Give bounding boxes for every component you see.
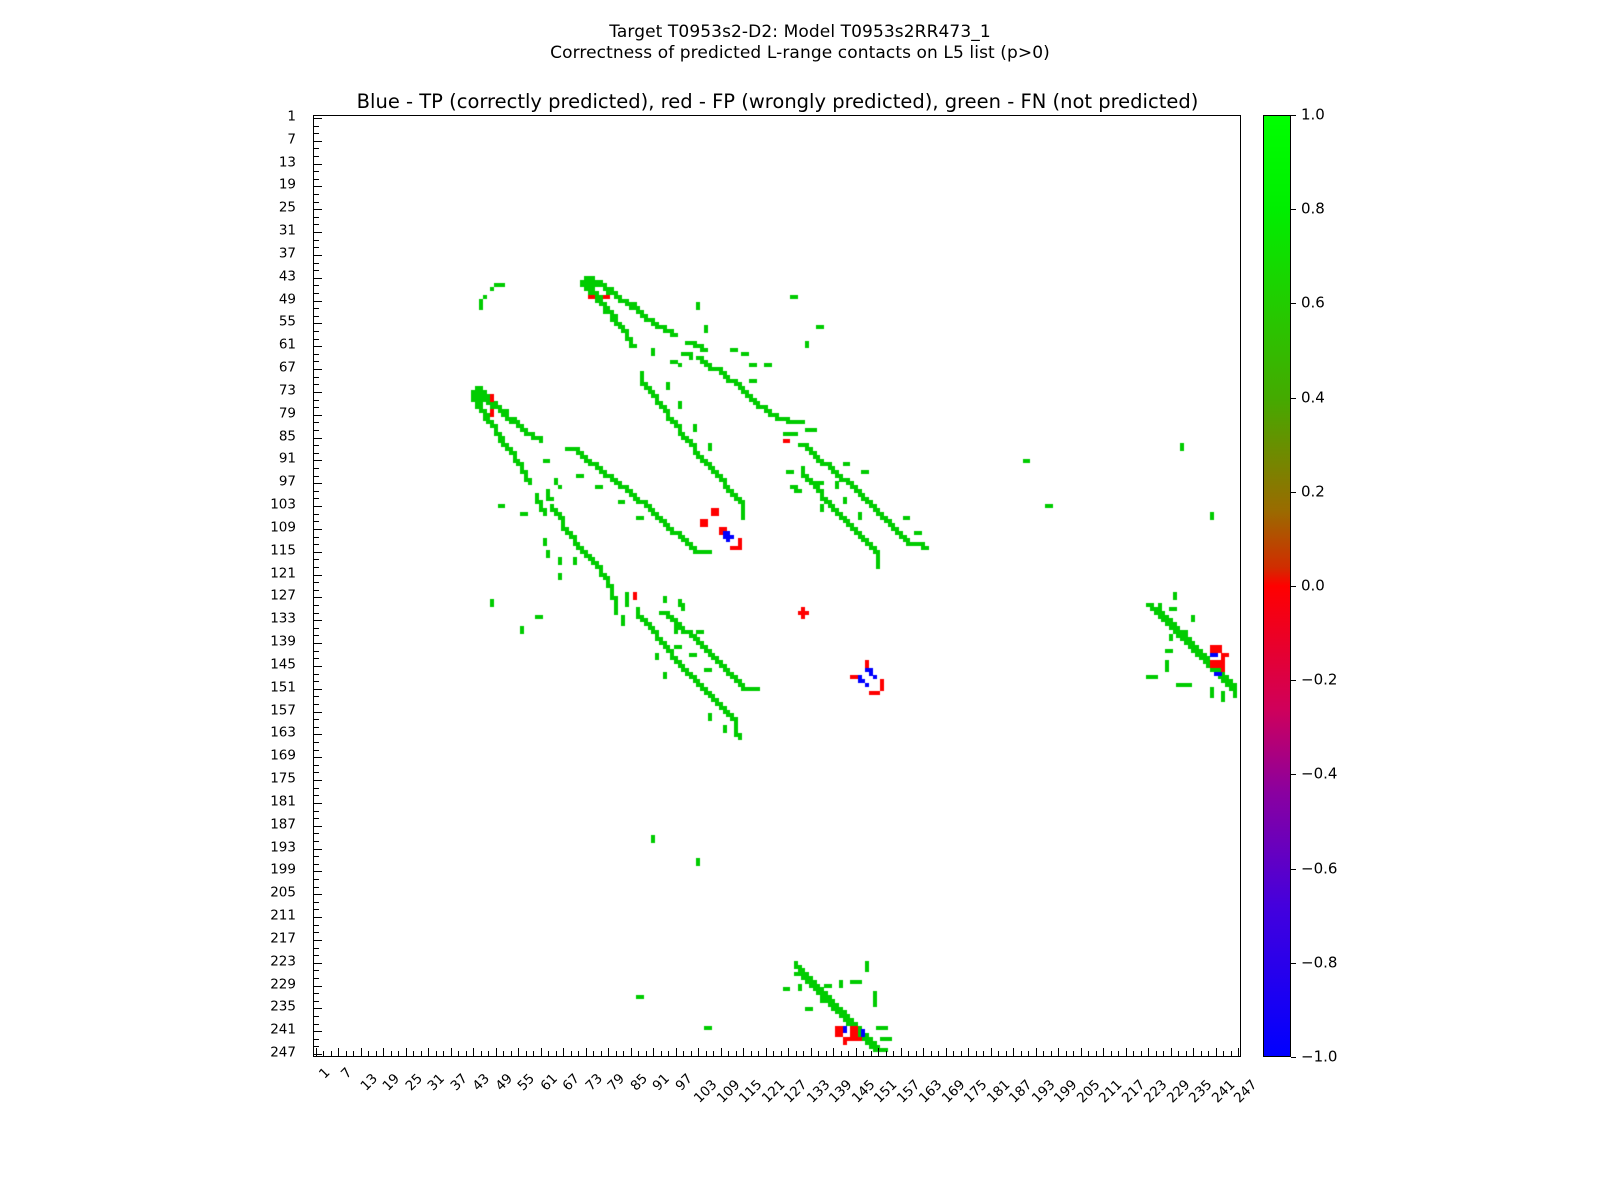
colorbar-tick-label: −0.2 <box>1301 670 1338 689</box>
y-axis-tick-label: 187 <box>270 816 296 832</box>
y-axis-tick-label: 91 <box>278 450 296 467</box>
y-axis-tick-label: 85 <box>278 427 296 444</box>
chart-title-line2: Correctness of predicted L-range contact… <box>550 43 1050 63</box>
y-axis-tick-label: 151 <box>270 679 296 695</box>
colorbar-tick-mark <box>1291 868 1296 870</box>
x-axis-tick-label: 61 <box>537 1070 561 1095</box>
colorbar-tick-mark <box>1291 491 1296 493</box>
y-axis-tick-label: 157 <box>270 701 296 718</box>
y-axis-tick-label: 109 <box>270 519 296 536</box>
y-axis-tick-label: 97 <box>278 473 296 490</box>
y-axis-tick-label: 223 <box>270 953 296 969</box>
x-axis-tick-label: 13 <box>357 1070 381 1095</box>
x-axis-tick-label: 247 <box>1231 1076 1261 1107</box>
colorbar-tick-label: 0.8 <box>1301 199 1325 218</box>
x-axis-tick-label: 1 <box>315 1064 334 1083</box>
y-axis-tick-label: 241 <box>270 1021 296 1038</box>
colorbar-tick-label: 0.6 <box>1301 293 1325 312</box>
x-axis-tick-label: 19 <box>379 1070 404 1095</box>
y-axis-tick-label: 103 <box>270 496 296 513</box>
colorbar-gradient <box>1263 115 1291 1057</box>
x-axis-tick-label: 7 <box>338 1064 356 1083</box>
y-axis-tick-label: 61 <box>278 336 296 353</box>
y-axis-tick-label: 229 <box>270 975 296 992</box>
y-axis-tick-label: 13 <box>278 153 296 170</box>
x-axis-tick-label: 31 <box>424 1070 449 1095</box>
colorbar-tick-label: −0.8 <box>1301 953 1338 972</box>
colorbar-tick-label: 0.2 <box>1301 482 1325 501</box>
y-axis-tick-label: 199 <box>270 861 296 878</box>
y-axis-tick-label: 181 <box>270 793 296 810</box>
colorbar-tick-mark <box>1291 962 1296 964</box>
chart-legend-subtitle: Blue - TP (correctly predicted), red - F… <box>356 90 1199 113</box>
colorbar-tick-mark <box>1291 209 1296 211</box>
y-axis-tick-label: 67 <box>278 359 296 376</box>
x-axis-tick-label: 37 <box>447 1070 471 1095</box>
y-axis-tick-label: 139 <box>270 633 296 650</box>
colorbar-tick-label: −0.4 <box>1301 764 1338 783</box>
colorbar-tick-label: 1.0 <box>1301 105 1325 124</box>
x-axis-tick-label: 79 <box>604 1070 629 1095</box>
colorbar-tick-mark <box>1291 774 1296 776</box>
y-axis-tick-label: 169 <box>270 747 296 764</box>
colorbar-tick-mark <box>1291 115 1296 116</box>
x-axis-tick-label: 25 <box>402 1070 426 1095</box>
y-axis-tick-label: 133 <box>270 610 296 627</box>
y-axis-tick-label: 211 <box>270 907 296 924</box>
x-axis-tick-label: 55 <box>514 1070 539 1095</box>
y-axis-tick-label: 121 <box>270 564 296 581</box>
y-axis-tick-label: 163 <box>270 724 296 741</box>
x-axis-tick-label: 91 <box>649 1070 674 1095</box>
chart-title-line1: Target T0953s2-D2: Model T0953s2RR473_1 <box>609 22 991 42</box>
y-axis-tick-label: 7 <box>287 130 296 147</box>
x-axis-labels: 1 7 13 19 25 31 37 43 49 55 61 67 73 79 85 91 97 103 109 11… <box>313 1060 1261 1140</box>
x-axis-tick-label: 73 <box>582 1070 606 1095</box>
x-axis-tick-label: 85 <box>627 1070 651 1095</box>
colorbar-tick-label: 0.4 <box>1301 388 1325 407</box>
y-axis-tick-label: 235 <box>270 998 296 1015</box>
y-axis-tick-label: 193 <box>270 838 296 855</box>
y-axis-tick-label: 79 <box>278 404 296 421</box>
y-axis-tick-label: 145 <box>270 656 296 673</box>
colorbar-tick-mark <box>1291 680 1296 682</box>
x-axis-tick-label: 43 <box>469 1070 494 1095</box>
y-axis-tick-label: 55 <box>278 313 296 330</box>
y-axis-tick-label: 73 <box>278 382 296 399</box>
y-axis-tick-label: 19 <box>278 176 296 193</box>
y-axis-tick-label: 1 <box>287 108 296 125</box>
y-axis-tick-label: 49 <box>278 290 296 307</box>
contact-map-plot-area <box>313 115 1241 1057</box>
x-axis-tick-label: 67 <box>559 1070 584 1095</box>
colorbar-tick-labels: 1.0 0.8 0.6 0.4 0.2 0.0 −0.2 −0.4 −0.6 −0.8 −1.0 <box>1291 107 1351 1064</box>
x-axis-tick-label: 97 <box>672 1070 696 1095</box>
y-axis-tick-label: 127 <box>270 587 296 604</box>
colorbar-tick-mark <box>1291 586 1296 587</box>
contact-map-matrix <box>314 116 1240 1056</box>
y-axis-tick-label: 175 <box>270 770 296 787</box>
y-axis-tick-label: 31 <box>278 222 296 239</box>
y-axis-tick-label: 115 <box>270 541 296 558</box>
colorbar-tick-label: −0.6 <box>1301 859 1338 878</box>
y-axis-tick-label: 37 <box>278 245 296 262</box>
x-axis-tick-label: 49 <box>492 1070 516 1095</box>
y-axis-tick-label: 25 <box>278 199 296 216</box>
y-axis-tick-label: 217 <box>270 930 296 947</box>
colorbar-tick-label: 0.0 <box>1301 576 1325 595</box>
chart-title-block: Target T0953s2-D2: Model T0953s2RR473_1 … <box>0 22 1600 64</box>
y-axis-tick-label: 205 <box>270 884 296 901</box>
colorbar-tick-mark <box>1291 303 1296 305</box>
colorbar-tick-mark <box>1291 1057 1296 1058</box>
y-axis-tick-label: 247 <box>270 1044 296 1061</box>
colorbar-tick-label: −1.0 <box>1301 1047 1338 1066</box>
y-axis-tick-label: 43 <box>278 267 296 284</box>
colorbar-tick-mark <box>1291 397 1296 399</box>
y-axis-labels: 1 7 13 19 25 31 37 43 49 55 61 67 73 79 85 91 97 103 109 11… <box>0 110 305 1061</box>
